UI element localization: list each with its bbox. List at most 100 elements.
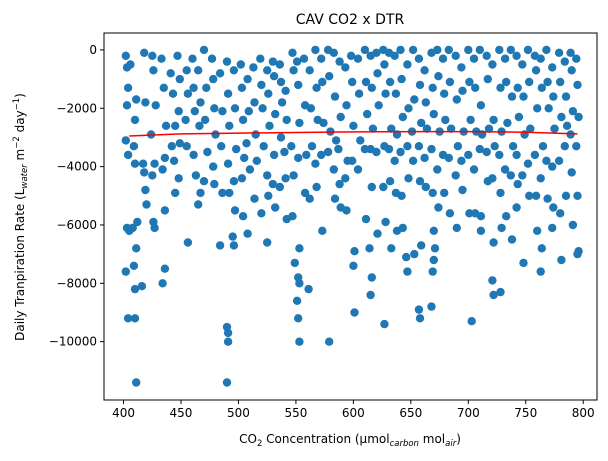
data-point <box>434 203 443 212</box>
data-point <box>123 314 133 323</box>
data-point <box>518 60 527 69</box>
data-point <box>506 171 515 180</box>
data-point <box>402 252 411 262</box>
data-point <box>203 147 212 157</box>
data-point <box>367 182 376 192</box>
data-point <box>457 156 466 165</box>
data-point <box>573 80 582 90</box>
data-point <box>287 142 296 151</box>
data-point <box>483 74 492 84</box>
data-point <box>415 314 425 323</box>
data-point <box>574 112 583 122</box>
data-point <box>415 80 425 90</box>
data-point <box>211 130 220 139</box>
data-point <box>490 142 499 151</box>
data-point <box>446 124 456 133</box>
data-point <box>171 121 180 130</box>
data-point <box>263 238 272 247</box>
data-point <box>430 244 440 253</box>
data-point <box>514 112 524 122</box>
data-point <box>295 279 304 288</box>
data-point <box>482 51 491 60</box>
data-point <box>538 142 548 151</box>
data-point <box>160 264 170 273</box>
data-point <box>196 98 205 107</box>
data-point <box>548 223 557 233</box>
data-point <box>457 63 466 72</box>
data-point <box>294 80 303 90</box>
data-point <box>525 191 534 200</box>
data-point <box>335 179 344 189</box>
data-point <box>276 133 286 142</box>
data-point <box>121 136 130 145</box>
data-point <box>380 60 389 69</box>
data-point <box>429 255 438 265</box>
data-point <box>476 212 486 221</box>
data-point <box>183 238 193 247</box>
data-point <box>533 104 542 113</box>
data-point <box>372 48 381 57</box>
data-point <box>384 144 394 154</box>
data-point <box>305 194 314 203</box>
data-point <box>542 45 551 55</box>
fit-line <box>129 130 578 137</box>
data-point <box>445 77 455 87</box>
data-point <box>236 60 245 69</box>
data-point <box>294 153 303 163</box>
data-point <box>458 86 467 96</box>
data-point <box>209 162 218 171</box>
data-point <box>312 83 321 93</box>
data-point <box>218 107 227 116</box>
data-point <box>181 115 190 125</box>
data-point <box>465 209 474 218</box>
data-point <box>263 66 272 75</box>
data-point <box>537 83 546 93</box>
data-point <box>513 179 522 189</box>
data-point <box>465 77 474 87</box>
data-point <box>519 92 528 101</box>
data-point <box>348 156 357 165</box>
data-point <box>341 63 350 72</box>
data-point <box>346 51 356 60</box>
data-point <box>294 314 303 323</box>
data-point <box>489 115 498 125</box>
data-point <box>408 45 418 55</box>
data-point <box>290 258 299 268</box>
data-point <box>373 229 382 238</box>
data-point <box>128 223 137 233</box>
data-point <box>132 244 141 253</box>
data-point <box>244 107 253 116</box>
data-point <box>331 136 341 145</box>
x-tick-label: 400 <box>112 406 135 420</box>
data-point <box>329 165 338 174</box>
data-point <box>230 206 240 215</box>
data-point <box>140 48 149 57</box>
data-point <box>230 104 240 113</box>
data-point <box>245 165 255 174</box>
data-point <box>237 174 247 183</box>
data-point <box>566 48 575 57</box>
data-point <box>182 66 191 75</box>
data-point <box>295 337 304 346</box>
data-point <box>199 177 209 186</box>
data-point <box>271 109 280 119</box>
data-point <box>420 66 429 75</box>
data-point <box>171 188 180 198</box>
data-point <box>348 77 357 87</box>
data-point <box>281 86 290 96</box>
data-point <box>556 77 565 87</box>
data-point <box>148 171 157 180</box>
data-point <box>238 212 248 221</box>
data-point <box>318 77 327 87</box>
data-point <box>567 168 576 177</box>
data-point <box>385 177 395 186</box>
data-point <box>288 212 297 221</box>
data-point <box>311 159 320 168</box>
data-point <box>453 142 463 151</box>
data-point <box>129 261 139 270</box>
data-point <box>536 54 545 63</box>
data-point <box>560 57 569 66</box>
data-point <box>195 121 204 130</box>
data-point <box>217 142 226 151</box>
